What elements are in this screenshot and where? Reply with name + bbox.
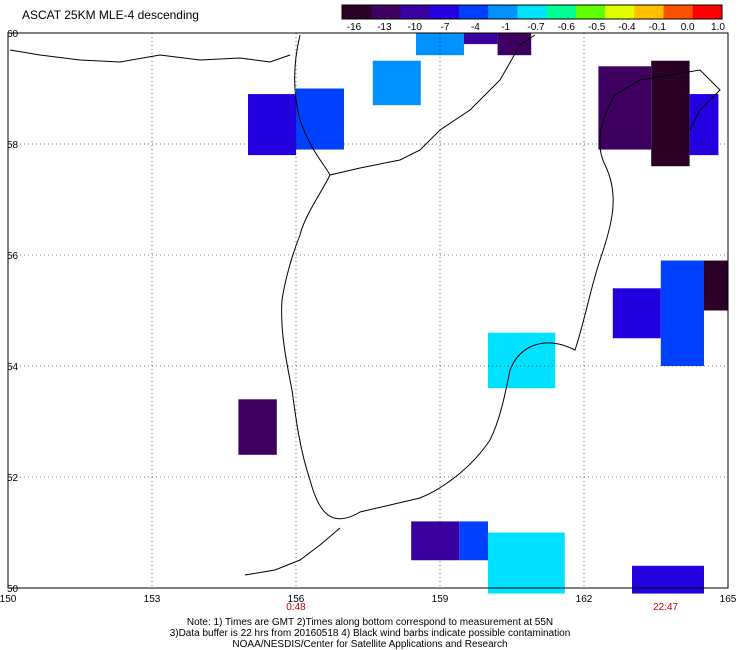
lat-tick-label: 58 [7,140,19,151]
lon-tick-label: 150 [0,594,17,605]
swath-tile [416,33,464,56]
colorbar-label: -13 [377,22,392,33]
colorbar-label: -0.5 [588,22,606,33]
swath-tile [248,94,296,156]
colorbar-label: -4 [471,22,480,33]
colorbar-frame [341,4,723,20]
swath-tile [651,60,690,167]
swath-tile [660,260,704,366]
time-label: 0:48 [286,602,306,613]
colorbar-segment [342,5,372,19]
swath-tile [372,60,421,106]
colorbar-segment [458,5,489,19]
lat-tick-label: 52 [7,473,19,484]
coastline [281,34,721,520]
colorbar-label: -7 [441,22,450,33]
swath-tile [598,66,652,150]
note-line-3: NOAA/NESDIS/Center for Satellite Applica… [232,639,508,650]
lat-tick-label: 56 [7,251,19,262]
colorbar-segment [605,5,635,19]
colorbar-segment [371,5,401,19]
colorbar-segment [663,5,694,19]
swath-tile [459,521,488,561]
swath-tile [488,332,556,389]
colorbar-label: -10 [407,22,422,33]
colorbar-label: -1 [501,22,510,33]
colorbar-segment [692,5,723,19]
lat-tick-label: 60 [7,29,19,40]
colorbar-segment [546,5,577,19]
swath-tiles [238,33,728,594]
swath-tile [704,260,728,311]
swath-tile [464,33,498,45]
lon-tick-label: 162 [576,594,593,605]
map-frame [7,32,729,589]
lat-tick-label: 50 [7,584,19,595]
swath-tile [488,532,565,594]
colorbar-segment [488,5,518,19]
colorbar-segment [400,5,431,19]
swath-tile [612,288,661,339]
note-line-2: 3)Data buffer is 22 hrs from 20160518 4)… [169,628,571,639]
note-line-1: Note: 1) Times are GMT 2)Times along bot… [186,617,554,628]
lon-tick-label: 156 [288,594,305,605]
swath-tile [497,33,532,56]
colorbar-label: -16 [347,22,362,33]
colorbar-segment [634,5,665,19]
colorbar-label: 1.0 [711,22,725,33]
map-title: ASCAT 25KM MLE-4 descending [22,8,199,22]
axis-tick-labels: 150 153 156 159 162 165 60 58 56 54 52 50 0:48 22:47 [0,29,737,613]
colorbar-label: -0.4 [618,22,636,33]
colorbar-segment [517,5,548,19]
swath-tile [411,521,460,561]
lon-tick-label: 165 [720,594,737,605]
coastline-southwest [244,527,341,576]
colorbar-label: -0.1 [649,22,667,33]
lon-tick-label: 159 [432,594,449,605]
colorbar-segment [429,5,460,19]
colorbar: -16 -13 -10 -7 -4 -1 -0.7 -0.6 -0.5 -0.4 -0.1 0.0 1.… [341,4,725,33]
lat-tick-label: 54 [7,362,19,373]
colorbar-segment [575,5,606,19]
swath-tile [632,565,704,594]
colorbar-label: -0.6 [558,22,576,33]
lon-tick-label: 153 [144,594,161,605]
swath-tile [238,399,277,455]
colorbar-label: -0.7 [527,22,545,33]
swath-tile [689,94,719,156]
swath-tile [296,88,344,150]
time-label: 22:47 [653,602,678,613]
coastline-north [9,49,291,63]
colorbar-label: 0.0 [681,22,695,33]
